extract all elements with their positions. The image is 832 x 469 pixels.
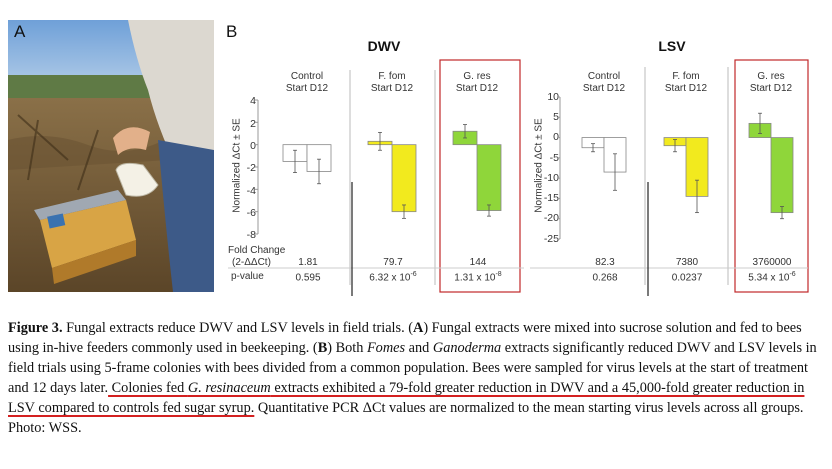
lsv-fomes-fold-change: 7380 [675,257,699,268]
dwv-group-control-name: Control [290,71,324,82]
dwv-control-pvalue-mantissa: 0.595 [295,272,321,284]
lsv-group-control-name: Control [587,71,621,82]
dwv-bar-ganoderma-d12 [476,144,502,211]
dwv-ganoderma-pvalue-exp: -8 [495,271,502,278]
figure-caption: Figure 3. Fungal extracts reduce DWV and… [8,318,830,438]
beekeeper-photo-illustration [8,20,214,292]
lsv-control-fold-change: 82.3 [595,257,615,268]
dwv-ganoderma-pvalue-mantissa: 1.31 x 10 [454,272,496,284]
lsv-control-pvalue-mantissa: 0.268 [592,272,618,284]
lsv-ganoderma-pvalue-exp: -6 [789,271,796,278]
caption-underlined-2: extracts exhibited a 79-fold greater red… [8,380,805,416]
lsv-group-ganoderma-sub: Start D12 [749,83,793,94]
caption-fomes: Fomes [366,340,406,356]
caption-underlined-1: Colonies fed [108,380,188,396]
caption-ganoderma: Ganoderma [432,340,502,356]
lsv-bar-ganoderma-d12 [770,137,794,214]
caption-b-bold: B [317,340,328,356]
caption-text-5: extracts significantly reduced DWV and L… [8,340,817,396]
caption-delta: Δ [362,400,372,416]
dwv-group-fomes-name: F. fom [378,71,406,82]
lsv-group-control: Control Start D12 [569,71,639,95]
caption-figure-label: Figure 3. [8,320,63,336]
lsv-ganoderma-pvalue: 5.34 x 10-6 [727,271,817,283]
lsv-ytick: -10 [543,172,559,184]
lsv-group-fomes: F. fom Start D12 [651,71,721,95]
dwv-ganoderma-fold-change: 144 [469,257,487,268]
caption-a-bold: A [413,320,424,336]
lsv-ytick: -15 [543,192,559,204]
caption-g-resinaceum: G. resinaceum [187,380,271,396]
dwv-control-fold-change: 1.81 [298,257,318,268]
caption-text-2: ) Fungal extracts were mixed into sucros… [8,320,802,356]
caption-text-4: and [405,340,433,356]
lsv-ganoderma-fold-change: 3760000 [752,257,792,268]
beekeeper-photo [8,20,214,292]
lsv-highlight-box [734,59,809,293]
dwv-group-fomes-sub: Start D12 [370,83,414,94]
chart-title-lsv: LSV [658,38,686,54]
dwv-ytick: 2 [250,118,256,130]
pvalue-label: p-value [231,271,264,282]
dwv-group-fomes: F. fom Start D12 [357,71,427,95]
dwv-fomes-fold-change: 79.7 [383,257,403,268]
lsv-group-control-sub: Start D12 [582,83,626,94]
dwv-ganoderma-pvalue: 1.31 x 10-8 [433,271,523,283]
dwv-highlight-box [439,59,521,293]
dwv-fomes-pvalue-exp: -6 [410,271,417,278]
lsv-group-ganoderma-name: G. res [757,71,785,82]
lsv-fomes-pvalue-mantissa: 0.0237 [671,272,703,284]
panel-b-label: B [226,22,238,41]
fold-change-label: Fold Change [228,245,286,256]
lsv-fomes-pvalue: 0.0237 [642,271,732,283]
dwv-ytick: -6 [246,207,256,219]
dwv-ytick: -8 [246,229,256,241]
dwv-ytick: 0 [250,140,256,152]
dwv-ytick: -2 [246,162,256,174]
dwv-group-ganoderma-name: G. res [463,71,491,82]
lsv-group-fomes-name: F. fom [672,71,700,82]
caption-text-3: ) Both [327,340,367,356]
lsv-group-ganoderma: G. res Start D12 [736,71,806,95]
dwv-fomes-pvalue-mantissa: 6.32 x 10 [369,272,411,284]
dwv-group-ganoderma: G. res Start D12 [442,71,512,95]
lsv-group-fomes-sub: Start D12 [664,83,708,94]
caption-underlined: Colonies fed G. resinaceum extracts exhi… [8,380,804,416]
dwv-fomes-pvalue: 6.32 x 10-6 [348,271,438,283]
dwv-group-control-sub: Start D12 [285,83,329,94]
lsv-ganoderma-pvalue-mantissa: 5.34 x 10 [748,272,790,284]
dwv-bar-fomes-d12 [391,144,417,213]
lsv-ytick: -25 [543,233,559,245]
dwv-group-ganoderma-sub: Start D12 [455,83,499,94]
panel-a-label: A [14,22,26,41]
chart-title-dwv: DWV [367,38,401,54]
bar-charts [228,59,809,296]
lsv-ytick: -5 [549,152,559,164]
lsv-ytick: 10 [547,91,559,103]
dwv-ytick: 4 [250,95,256,107]
fold-change-formula: (2-ΔΔCt) [232,257,271,268]
lsv-ytick: 0 [553,131,559,143]
caption-text-7: Ct values are normalized to the mean sta… [8,400,804,436]
dwv-group-control: Control Start D12 [272,71,342,95]
caption-text-6: Quantitative PCR [254,400,363,416]
dwv-control-pvalue: 0.595 [263,271,353,283]
caption-text-1: Fungal extracts reduce DWV and LSV level… [62,320,413,336]
dwv-ytick: -4 [246,185,256,197]
lsv-ytick: 5 [553,111,559,123]
lsv-control-pvalue: 0.268 [560,271,650,283]
lsv-ytick: -20 [543,212,559,224]
